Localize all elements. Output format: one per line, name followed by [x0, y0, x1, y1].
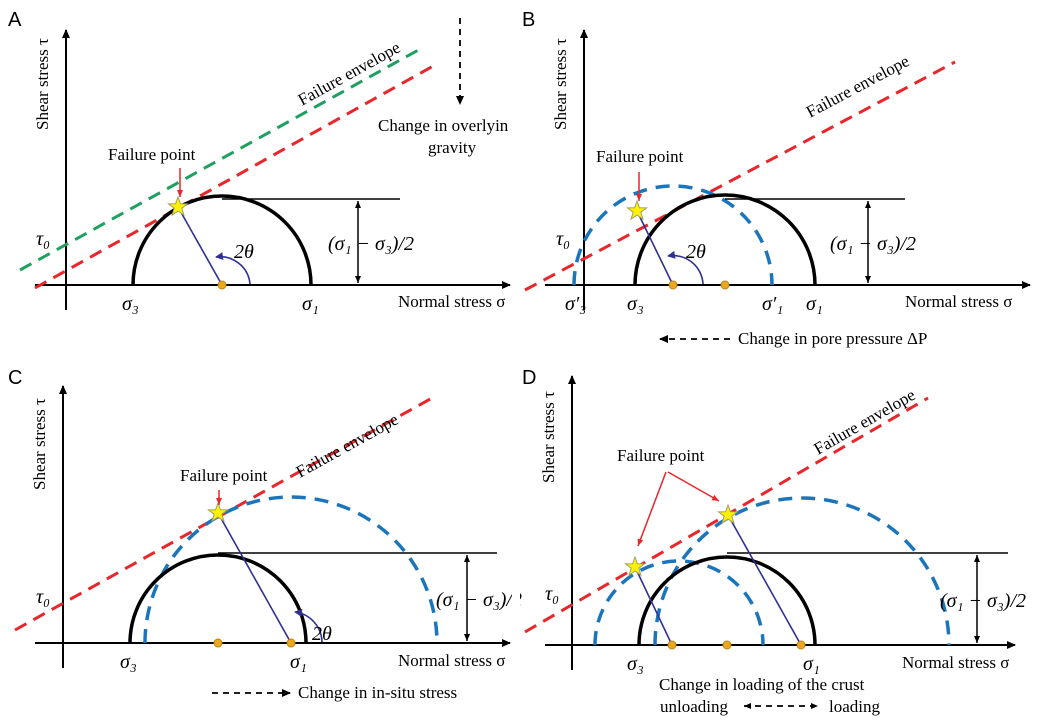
stress-circle	[633, 193, 817, 286]
angle-label: 2θ	[312, 623, 332, 645]
failure-envelope-label: Failure envelope	[811, 385, 919, 458]
failure-star-icon	[627, 200, 647, 220]
unloading-stress-circle	[593, 559, 765, 646]
shifted-center-dot	[668, 280, 678, 290]
failure-envelope	[34, 63, 436, 290]
panel-b: B Shear stress τ Normal stress σ Failure…	[522, 9, 1031, 348]
angle-label: 2θ	[234, 241, 254, 263]
stress-circle	[637, 555, 817, 646]
unloading-center-dot	[667, 640, 677, 650]
circle-center-dot	[213, 638, 223, 648]
panel-letter: A	[8, 9, 22, 31]
angle-arc	[667, 250, 704, 285]
x-axis-label: Normal stress σ	[905, 292, 1012, 311]
sigma1-label: σ₁	[803, 653, 820, 675]
failure-star-icon	[625, 556, 645, 576]
panel-letter: D	[522, 367, 536, 389]
panel-letter: C	[8, 367, 22, 389]
sigma3-label: σ₃	[122, 293, 139, 315]
loading-stress-circle	[653, 496, 951, 646]
shifted-failure-envelope	[19, 46, 423, 272]
shifted-stress-circle	[143, 495, 439, 644]
circle-center-dot	[722, 640, 732, 650]
tau0-label: τ₀	[36, 586, 50, 608]
circle-center-dot	[217, 280, 227, 290]
x-axis-label: Normal stress σ	[398, 292, 505, 311]
crust-loading-change-label: Change in loading of the crust	[659, 675, 865, 694]
radius-label: (σ₁ − σ₃)/2	[940, 590, 1026, 612]
panel-letter: B	[522, 9, 535, 31]
failure-envelope	[14, 396, 433, 632]
gravity-change-label-2: gravity	[428, 138, 477, 157]
failure-envelope-label: Failure envelope	[293, 410, 402, 482]
radius-label: (σ₁ − σ₃)/2	[436, 589, 522, 611]
stress-circle	[131, 194, 313, 286]
radius-line-unloading	[634, 566, 673, 646]
tau0-label: τ₀	[545, 583, 559, 605]
failure-envelope-label: Failure envelope	[803, 51, 912, 121]
angle-label: 2θ	[686, 241, 706, 263]
loading-center-dot	[796, 640, 806, 650]
panel-a: A Shear stress τ Normal stress σ Failure…	[8, 9, 511, 315]
sigma3-prime-label: σ′₃	[565, 293, 586, 315]
failure-point-label: Failure point	[180, 466, 268, 485]
failure-envelope-label: Failure envelope	[295, 38, 404, 110]
unloading-label: unloading	[660, 697, 728, 716]
failure-point-arrow	[637, 471, 667, 547]
y-axis-label: Shear stress τ	[539, 391, 558, 483]
radius-line	[177, 206, 223, 286]
shifted-center-dot	[286, 638, 296, 648]
angle-arc	[294, 608, 323, 643]
radius-line-loading	[727, 514, 802, 646]
sigma3-label: σ₃	[627, 653, 644, 675]
sigma1-label: σ₁	[290, 651, 307, 673]
radius-line	[217, 512, 292, 644]
tau0-label: τ₀	[36, 228, 50, 250]
panel-d: D Shear stress τ Normal stress σ Failure…	[522, 367, 1026, 716]
failure-point-label: Failure point	[617, 446, 705, 465]
radius-label: (σ₁ − σ₃)/2	[328, 233, 414, 255]
failure-envelope	[524, 60, 956, 292]
y-axis-label: Shear stress τ	[33, 38, 52, 130]
stress-circle	[128, 553, 308, 644]
failure-point-arrow	[667, 471, 720, 502]
sigma3-label: σ₃	[627, 293, 644, 315]
y-axis-label: Shear stress τ	[551, 38, 570, 130]
failure-point-label: Failure point	[108, 145, 196, 164]
sigma3-label: σ₃	[120, 651, 137, 673]
panel-c: C Shear stress τ Normal stress σ Failure…	[8, 367, 522, 702]
radius-line	[636, 210, 674, 286]
tau0-label: τ₀	[556, 228, 570, 250]
loading-label: loading	[829, 697, 880, 716]
pore-pressure-change-label: Change in pore pressure ΔP	[738, 329, 927, 348]
angle-arc	[215, 252, 251, 285]
in-situ-stress-change-label: Change in in-situ stress	[298, 683, 457, 702]
circle-center-dot	[720, 280, 730, 290]
x-axis-label: Normal stress σ	[902, 653, 1009, 672]
shifted-stress-circle	[572, 184, 774, 286]
sigma1-label: σ₁	[302, 293, 319, 315]
gravity-change-label-1: Change in overlyin	[378, 116, 509, 135]
sigma1-prime-label: σ′₁	[762, 293, 783, 315]
failure-point-label: Failure point	[596, 147, 684, 166]
sigma1-label: σ₁	[806, 293, 823, 315]
y-axis-label: Shear stress τ	[30, 398, 49, 490]
radius-label: (σ₁ − σ₃)/2	[830, 233, 916, 255]
x-axis-label: Normal stress σ	[398, 651, 505, 670]
